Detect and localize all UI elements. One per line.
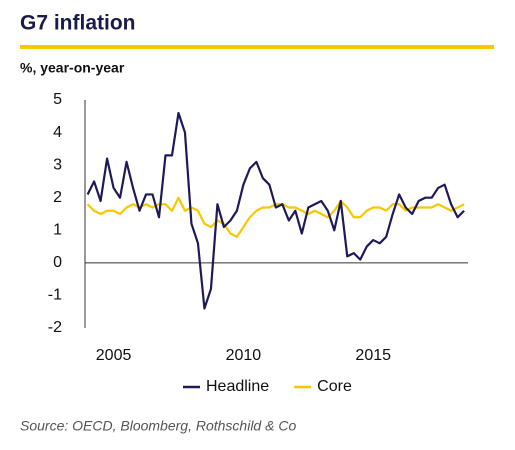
x-tick-label: 2015 xyxy=(355,347,391,364)
source: Source: OECD, Bloomberg, Rothschild & Co xyxy=(20,418,296,434)
y-tick-label: 4 xyxy=(53,124,62,141)
y-tick-label: 2 xyxy=(53,189,62,206)
y-tick-label: -1 xyxy=(48,287,62,304)
legend-label: Headline xyxy=(206,378,269,395)
chart-title: G7 inflation xyxy=(20,12,136,35)
x-tick-label: 2010 xyxy=(226,347,262,364)
y-tick-label: 3 xyxy=(53,156,62,173)
x-tick-label: 2005 xyxy=(96,347,132,364)
y-tick-label: 5 xyxy=(53,91,62,108)
y-tick-label: 0 xyxy=(53,254,62,271)
subtitle: %, year-on-year xyxy=(20,60,125,76)
series-line xyxy=(86,111,465,310)
title-rule xyxy=(20,45,494,49)
y-tick-label: -2 xyxy=(48,319,62,336)
y-tick-label: 1 xyxy=(53,222,62,239)
legend-label: Core xyxy=(317,378,352,395)
